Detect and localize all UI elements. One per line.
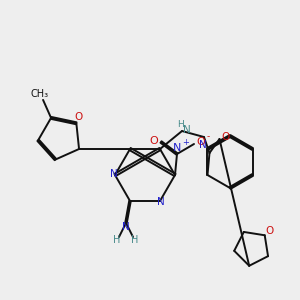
Text: O: O — [150, 136, 158, 146]
Text: N: N — [199, 140, 206, 150]
Text: O: O — [221, 132, 230, 142]
Text: N: N — [157, 197, 165, 207]
Text: +: + — [183, 137, 189, 146]
Text: N: N — [173, 143, 181, 153]
Text: N: N — [122, 222, 130, 232]
Text: H: H — [131, 235, 139, 245]
Text: H: H — [113, 235, 121, 245]
Text: N: N — [110, 169, 118, 179]
Text: O: O — [74, 112, 82, 122]
Text: O: O — [196, 137, 206, 147]
Text: O: O — [266, 226, 274, 236]
Text: CH₃: CH₃ — [31, 89, 49, 99]
Text: N: N — [183, 125, 191, 135]
Text: -: - — [206, 133, 210, 142]
Text: H: H — [177, 119, 183, 128]
